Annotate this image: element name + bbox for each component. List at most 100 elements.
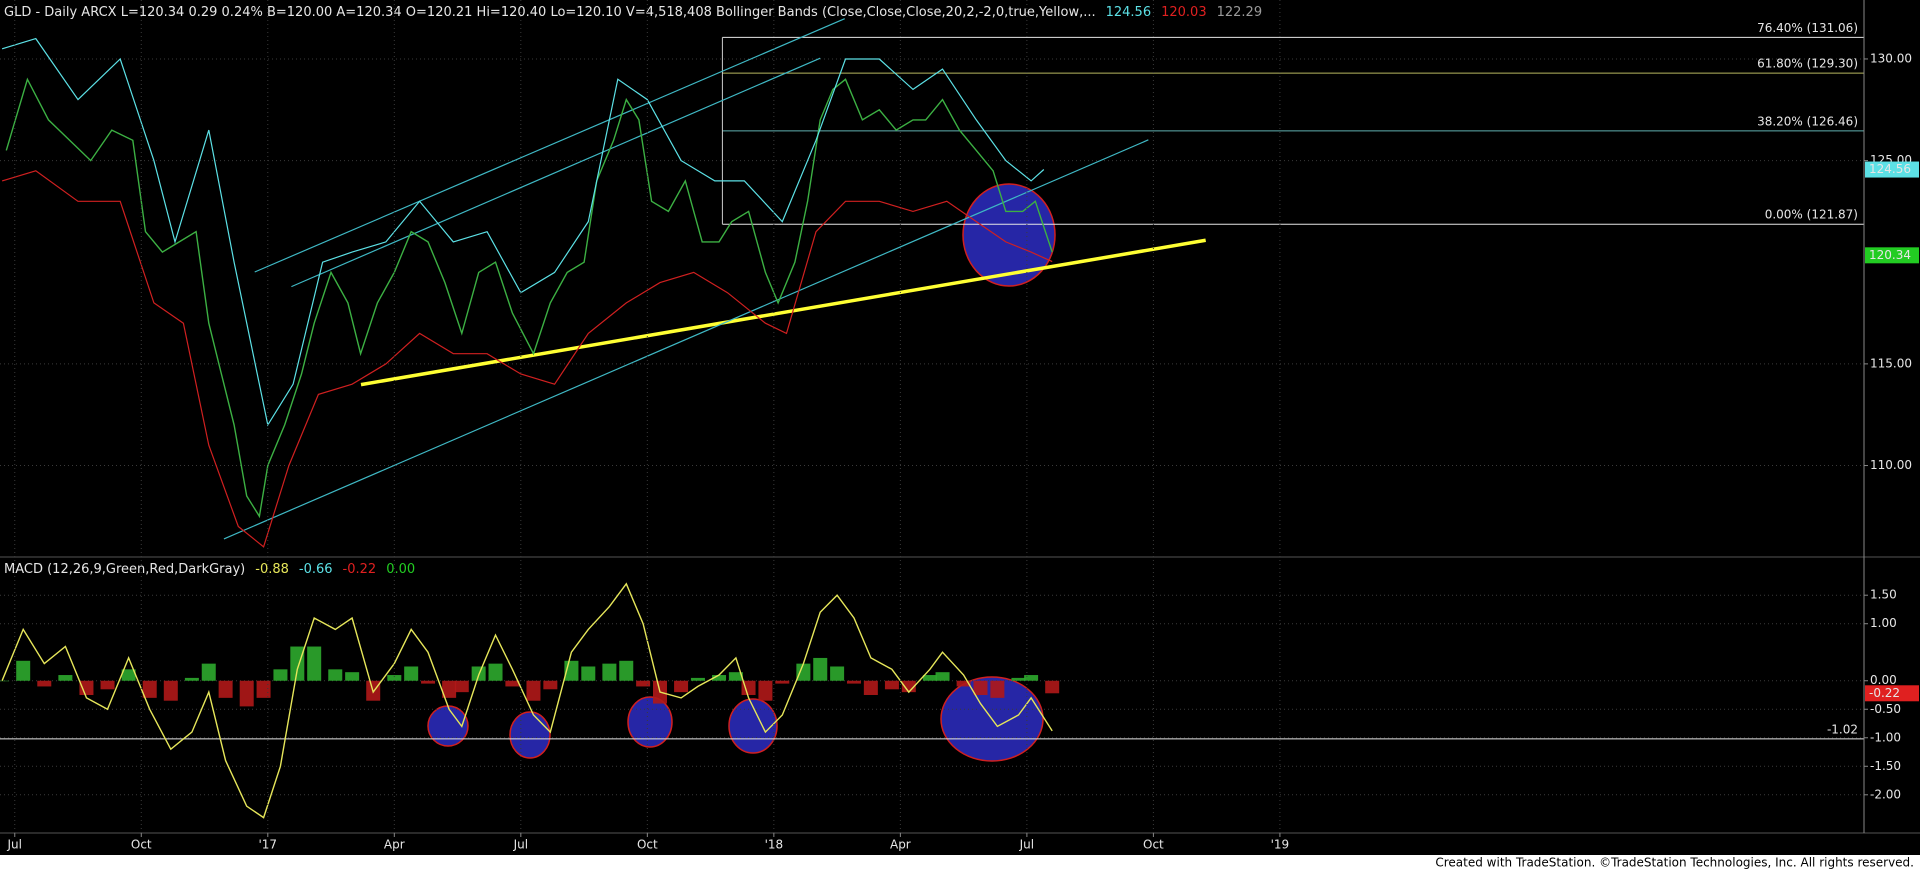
histogram-bar — [884, 680, 899, 690]
histogram-bar — [1024, 675, 1039, 681]
price-tag — [1865, 161, 1919, 178]
y-tick-label: 110.00 — [1870, 458, 1912, 472]
title-text: MACD (12,26,9,Green,Red,DarkGray) — [4, 562, 245, 577]
histogram-bar — [79, 680, 94, 695]
y-tick-label: 1.00 — [1870, 616, 1897, 630]
highlight-circle — [509, 711, 551, 759]
level-label: 0.00% (121.87) — [1765, 208, 1858, 222]
x-tick-label: '19 — [1271, 838, 1290, 852]
histogram-bar — [218, 680, 233, 698]
title-value: -0.88 — [255, 562, 289, 577]
x-tick-label: Apr — [890, 838, 911, 852]
price-tag — [1865, 685, 1919, 702]
panel-title: GLD - Daily ARCX L=120.34 0.29 0.24% B=1… — [4, 5, 1262, 20]
x-tick-label: Oct — [1143, 838, 1164, 852]
level-label: -1.02 — [1827, 722, 1858, 736]
histogram-bar — [121, 669, 136, 681]
histogram-bar — [796, 663, 811, 681]
title-value: 120.03 — [1161, 5, 1207, 20]
histogram-bar — [712, 675, 727, 681]
histogram-bar — [728, 672, 743, 681]
y-tick-label: -0.50 — [1870, 702, 1901, 716]
histogram-bar — [526, 680, 541, 701]
histogram-bar — [830, 666, 845, 681]
histogram-bar — [442, 680, 457, 698]
histogram-bar — [273, 669, 288, 681]
price-tag — [1865, 247, 1919, 264]
histogram-bar — [581, 666, 596, 681]
series-line — [1, 582, 1053, 819]
histogram-bar — [543, 680, 558, 690]
y-tick-label: 0.00 — [1870, 673, 1897, 687]
histogram-bar — [345, 672, 360, 681]
histogram-bar — [956, 680, 971, 687]
panel-title: MACD (12,26,9,Green,Red,DarkGray) -0.88 -0… — [4, 562, 415, 577]
histogram-bar — [0, 680, 10, 682]
series-line — [5, 77, 1053, 519]
series-line — [1, 37, 1045, 427]
y-tick-label: 115.00 — [1870, 356, 1912, 370]
histogram-bar — [775, 680, 790, 684]
y-tick-label: 130.00 — [1870, 51, 1912, 65]
price-tag-label: -0.22 — [1869, 686, 1900, 700]
histogram-bar — [602, 663, 617, 681]
series-line — [1, 170, 1053, 548]
histogram-bar — [328, 669, 343, 681]
histogram-bar — [488, 663, 503, 681]
histogram-bar — [454, 680, 469, 693]
histogram-bar — [674, 680, 689, 693]
x-tick-label: Jul — [513, 838, 528, 852]
histogram-bar — [636, 680, 651, 687]
histogram-bar — [990, 680, 1005, 698]
histogram-bar — [922, 675, 937, 681]
histogram-bar — [935, 672, 950, 681]
highlight-circle — [627, 696, 673, 748]
macd-plot — [0, 582, 1864, 819]
price-plot — [0, 18, 1864, 548]
trendline — [223, 139, 1149, 540]
footer-band — [0, 855, 1920, 870]
histogram-bar — [142, 680, 157, 698]
histogram-bar — [813, 657, 828, 681]
x-tick-label: Oct — [131, 838, 152, 852]
title-value: 122.29 — [1217, 5, 1263, 20]
histogram-bar — [290, 646, 305, 681]
histogram-bar — [100, 680, 115, 690]
histogram-bar — [16, 660, 31, 681]
histogram-bar — [163, 680, 178, 701]
histogram-bar — [901, 680, 916, 693]
title-value: -0.66 — [299, 562, 333, 577]
histogram-bar — [201, 663, 216, 681]
x-tick-label: Apr — [384, 838, 405, 852]
histogram-bar — [863, 680, 878, 695]
trendline — [360, 238, 1206, 387]
y-tick-label: -1.50 — [1870, 759, 1901, 773]
histogram-bar — [404, 666, 419, 681]
histogram-bar — [184, 677, 199, 681]
histogram-bar — [690, 677, 705, 681]
trendline — [254, 18, 845, 273]
histogram-bar — [1011, 677, 1026, 681]
price-tag-label: 124.56 — [1869, 162, 1911, 176]
x-tick-label: Jul — [1019, 838, 1034, 852]
x-tick-label: '18 — [765, 838, 784, 852]
histogram-bar — [1045, 680, 1060, 694]
histogram-bar — [37, 680, 52, 687]
title-value: -0.22 — [343, 562, 377, 577]
histogram-bar — [387, 675, 402, 681]
y-tick-label: 1.50 — [1870, 588, 1897, 602]
price-tag-label: 120.34 — [1869, 248, 1911, 262]
histogram-bar — [505, 680, 520, 687]
histogram-bar — [421, 680, 436, 684]
x-tick-label: Jul — [7, 838, 22, 852]
histogram-bar — [256, 680, 271, 698]
highlight-circle — [962, 183, 1056, 287]
title-text: GLD - Daily ARCX L=120.34 0.29 0.24% B=1… — [4, 5, 1096, 20]
x-tick-label: '17 — [259, 838, 278, 852]
highlight-circle — [728, 698, 778, 754]
y-tick-label: -1.00 — [1870, 730, 1901, 744]
histogram-bar — [58, 675, 73, 681]
histogram-bar — [619, 660, 634, 681]
